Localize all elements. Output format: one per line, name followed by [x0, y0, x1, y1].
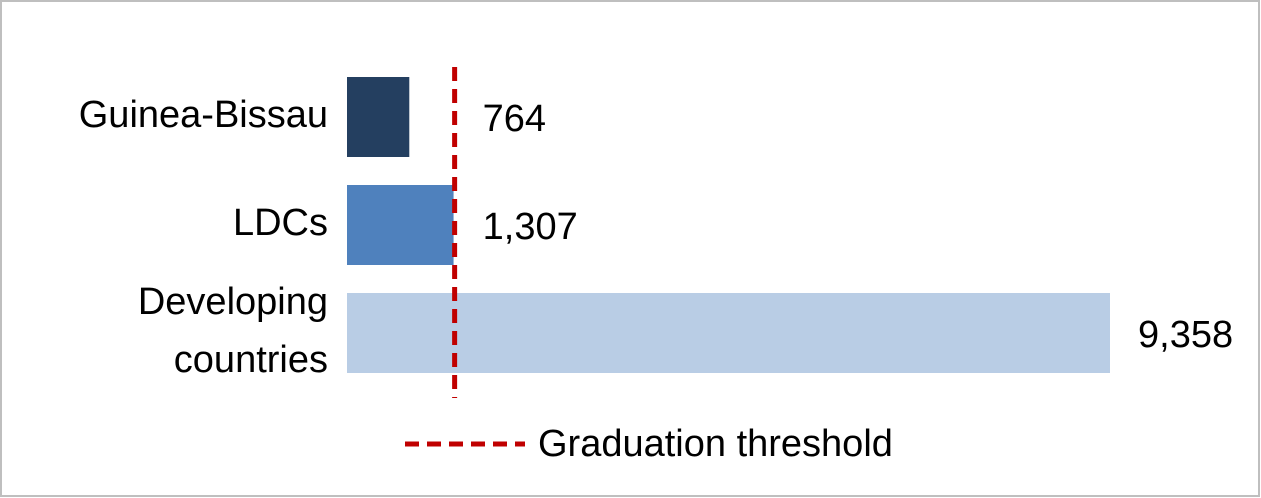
- value-label: 764: [483, 98, 546, 140]
- category-label: LDCs: [233, 202, 328, 244]
- legend-label: Graduation threshold: [538, 423, 893, 465]
- bar: [347, 293, 1110, 373]
- value-label: 1,307: [483, 206, 578, 248]
- category-label: Guinea-Bissau: [79, 94, 328, 136]
- value-label: 9,358: [1138, 314, 1233, 356]
- category-label: Developing countries: [138, 281, 328, 381]
- bar: [347, 77, 410, 157]
- bar: [347, 185, 454, 265]
- category-label-line: countries: [174, 339, 328, 381]
- category-label-line: Developing: [138, 281, 328, 323]
